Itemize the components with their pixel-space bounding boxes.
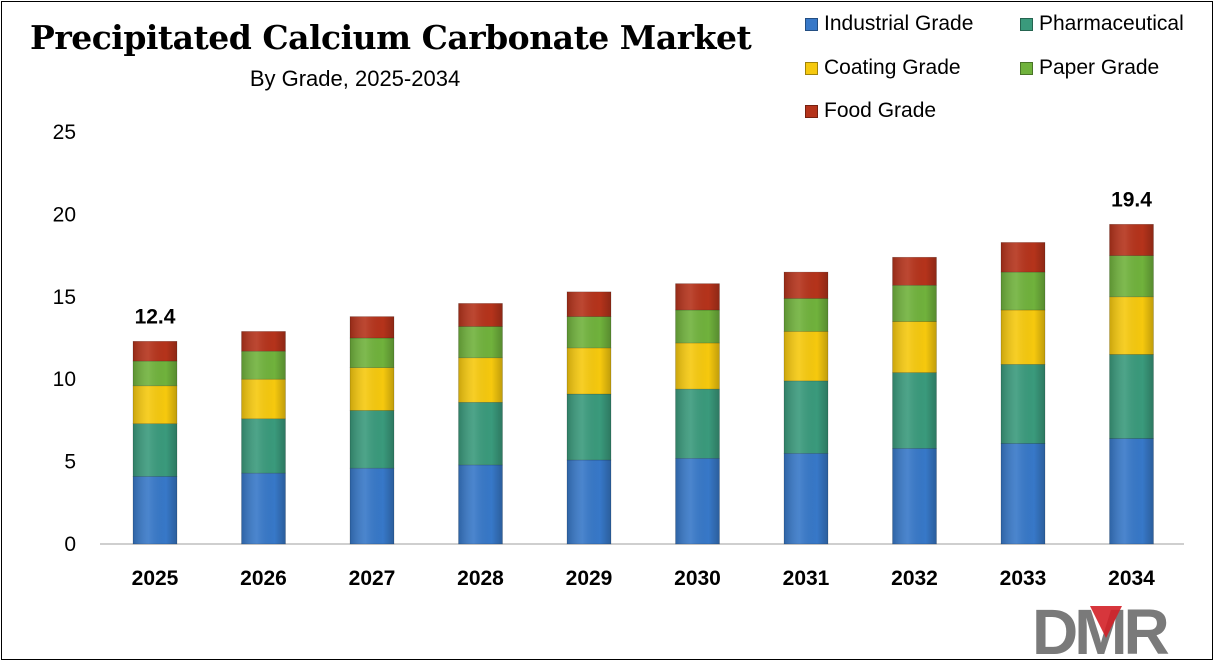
bar-shading <box>350 338 394 368</box>
dmr-logo: DMR <box>1032 598 1173 658</box>
legend-label: Industrial Grade <box>824 12 974 35</box>
bar-shading <box>1001 364 1045 444</box>
bar-shading <box>675 389 720 459</box>
y-tick-label: 10 <box>53 368 76 391</box>
x-tick-label: 2028 <box>457 567 504 590</box>
legend-label: Paper Grade <box>1039 56 1160 79</box>
bar-shading <box>241 473 286 544</box>
bar-shading <box>675 309 720 343</box>
bar-shading <box>892 321 937 373</box>
bar-shading <box>133 423 177 477</box>
bar-shading <box>241 418 286 474</box>
bar-shading <box>350 468 394 544</box>
legend-item-food-grade: Food Grade <box>805 99 936 123</box>
bar-shading <box>784 331 828 381</box>
legend-item-pharmaceutical: Pharmaceutical <box>1020 12 1184 36</box>
bar-shading <box>1109 296 1154 355</box>
bar-shading <box>1109 224 1154 256</box>
bar-shading <box>133 341 177 362</box>
bar-shading <box>458 402 503 465</box>
bar-shading <box>458 357 503 403</box>
bar-shading <box>675 283 720 310</box>
legend-swatch <box>1020 61 1033 75</box>
bar-shading <box>458 464 503 544</box>
bar-shading <box>892 285 937 322</box>
bar-shading <box>350 410 394 469</box>
bar-shading <box>241 351 286 380</box>
bar-shading <box>784 298 828 332</box>
bar-shading <box>1109 255 1154 297</box>
legend-label: Coating Grade <box>824 56 961 79</box>
bar-shading <box>350 316 394 338</box>
legend-swatch <box>805 61 818 75</box>
bar-shading <box>241 379 286 419</box>
legend-label: Food Grade <box>824 99 937 122</box>
bar-shading <box>133 476 177 544</box>
bar-shading <box>133 385 177 424</box>
bar-shading <box>784 380 828 454</box>
legend-swatch <box>1020 17 1033 31</box>
bar-shading <box>1001 309 1045 365</box>
bar-shading <box>458 326 503 358</box>
y-tick-label: 5 <box>64 451 76 474</box>
bar-shading <box>350 367 394 411</box>
legend-label: Pharmaceutical <box>1039 12 1184 35</box>
legend-swatch <box>805 104 818 118</box>
x-tick-label: 2034 <box>1108 567 1155 590</box>
bar-shading <box>892 448 937 544</box>
y-tick-label: 15 <box>53 286 76 309</box>
legend-item-coating-grade: Coating Grade <box>805 56 961 80</box>
chart-title: Precipitated Calcium Carbonate Market <box>30 18 752 57</box>
bar-shading <box>567 291 611 317</box>
x-tick-label: 2029 <box>566 567 613 590</box>
bar-shading <box>567 394 611 460</box>
x-tick-label: 2031 <box>783 567 830 590</box>
x-tick-label: 2030 <box>674 567 721 590</box>
x-tick-label: 2027 <box>349 567 396 590</box>
bar-shading <box>1001 272 1045 310</box>
legend-item-paper-grade: Paper Grade <box>1020 56 1159 80</box>
total-data-label: 19.4 <box>1111 188 1152 211</box>
bar-shading <box>675 458 720 544</box>
bar-shading <box>567 459 611 544</box>
bar-shading <box>892 257 937 286</box>
bar-shading <box>1109 354 1154 439</box>
y-tick-label: 20 <box>53 203 76 226</box>
y-tick-label: 0 <box>64 533 76 556</box>
bar-shading <box>784 272 828 299</box>
bar-shading <box>892 372 937 449</box>
bar-shading <box>675 342 720 390</box>
x-tick-label: 2033 <box>1000 567 1047 590</box>
x-tick-label: 2025 <box>132 567 179 590</box>
legend-item-industrial-grade: Industrial Grade <box>805 12 973 36</box>
x-tick-label: 2026 <box>240 567 287 590</box>
total-data-label: 12.4 <box>135 305 176 328</box>
bar-shading <box>1109 438 1154 544</box>
bar-shading <box>1001 242 1045 273</box>
x-tick-label: 2032 <box>891 567 938 590</box>
legend-swatch <box>805 17 818 31</box>
bar-shading <box>458 303 503 327</box>
bar-shading <box>784 453 828 544</box>
bar-shading <box>133 361 177 386</box>
bar-shading <box>241 331 286 352</box>
bar-shading <box>567 316 611 348</box>
chart-subtitle: By Grade, 2025-2034 <box>249 66 461 91</box>
y-tick-label: 25 <box>53 121 76 144</box>
bar-shading <box>567 347 611 395</box>
bar-shading <box>1001 443 1045 544</box>
